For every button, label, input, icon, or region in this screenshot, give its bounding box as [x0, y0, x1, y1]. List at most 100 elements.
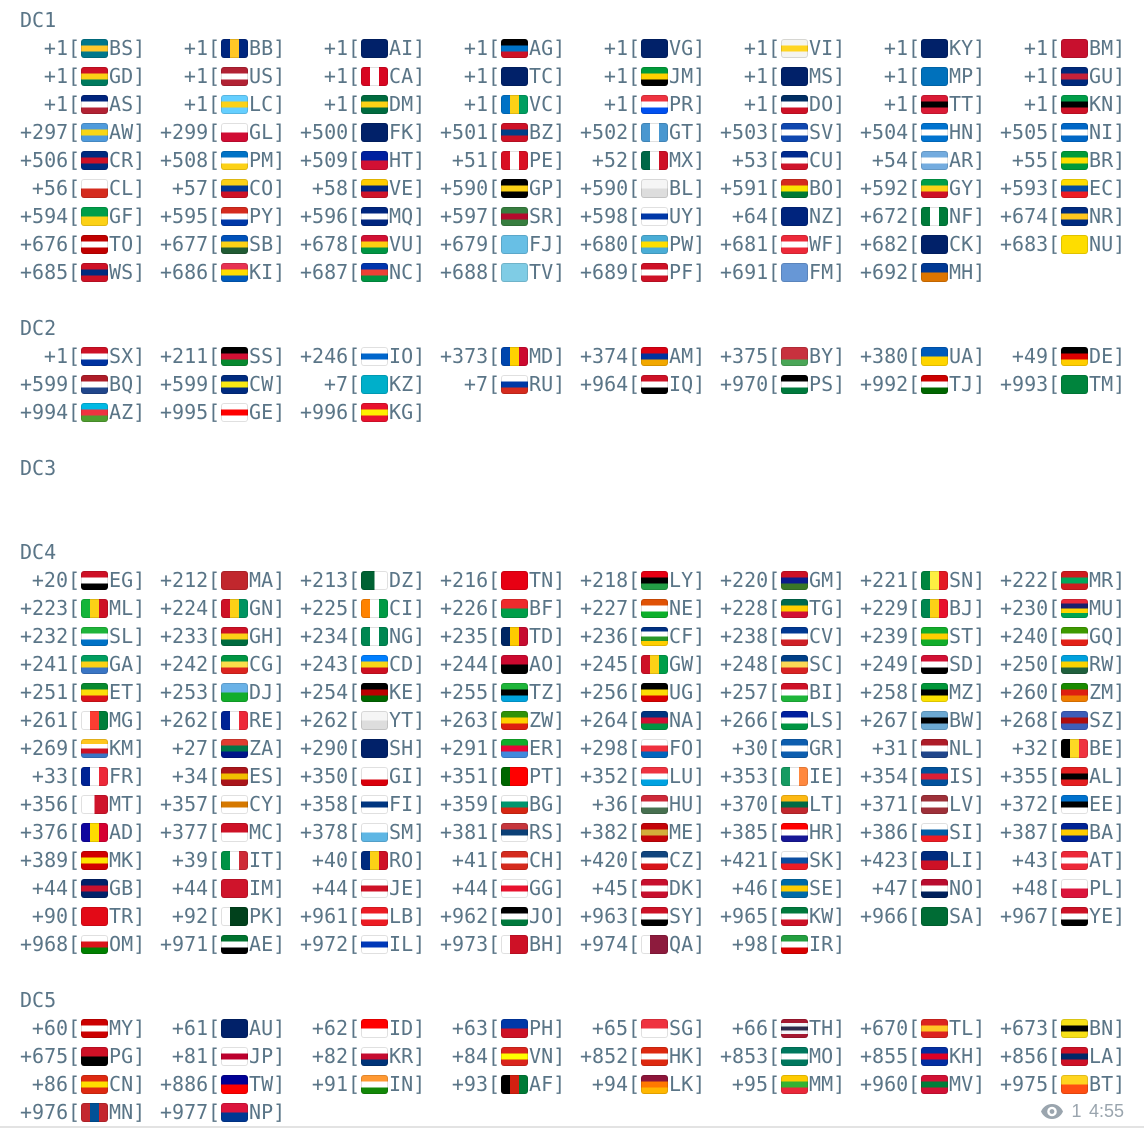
country-code: IN — [389, 1072, 414, 1096]
country-code: KM — [109, 736, 134, 760]
country-entry: +387[BA] — [1000, 818, 1140, 846]
country-entry: +298[FO] — [580, 734, 720, 762]
country-entry: +354[IS] — [860, 762, 1000, 790]
close-bracket: ] — [973, 1016, 986, 1040]
flag-icon-pg — [81, 1047, 109, 1066]
dial-code: +501 — [440, 120, 489, 144]
country-entry: +253[DJ] — [160, 678, 300, 706]
country-entry: +39[IT] — [160, 846, 300, 874]
flag-icon-cf — [641, 627, 669, 646]
country-entry: +44[JE] — [300, 874, 440, 902]
country-entry: +682[CK] — [860, 230, 1000, 258]
open-bracket: [ — [208, 736, 221, 760]
flag-icon-zw — [501, 711, 529, 730]
country-entry: +591[BO] — [720, 174, 860, 202]
country-entry: +502[GT] — [580, 118, 720, 146]
close-bracket: ] — [273, 400, 286, 424]
dial-code: +995 — [160, 400, 209, 424]
country-entry: +355[AL] — [1000, 762, 1140, 790]
open-bracket: [ — [628, 372, 641, 396]
close-bracket: ] — [693, 848, 706, 872]
open-bracket: [ — [208, 92, 221, 116]
open-bracket: [ — [628, 120, 641, 144]
close-bracket: ] — [553, 568, 566, 592]
country-code: GU — [1089, 64, 1114, 88]
dial-code: +692 — [860, 260, 909, 284]
country-entry: +212[MA] — [160, 566, 300, 594]
open-bracket: [ — [68, 736, 81, 760]
country-code: AU — [249, 1016, 274, 1040]
country-code: RW — [1089, 652, 1114, 676]
country-code: MV — [949, 1072, 974, 1096]
close-bracket: ] — [553, 148, 566, 172]
flag-icon-wf — [781, 235, 809, 254]
country-entry: +262[YT] — [300, 706, 440, 734]
dial-code: +590 — [440, 176, 489, 200]
open-bracket: [ — [348, 1044, 361, 1068]
country-code: EG — [109, 568, 134, 592]
country-code: MZ — [949, 680, 974, 704]
open-bracket: [ — [348, 904, 361, 928]
open-bracket: [ — [768, 680, 781, 704]
country-entry: +508[PM] — [160, 146, 300, 174]
country-code: ER — [529, 736, 554, 760]
close-bracket: ] — [133, 1072, 146, 1096]
open-bracket: [ — [768, 92, 781, 116]
close-bracket: ] — [1113, 820, 1126, 844]
dial-code: +94 — [591, 1072, 628, 1096]
open-bracket: [ — [908, 596, 921, 620]
flag-icon-al — [1061, 767, 1089, 786]
open-bracket: [ — [68, 64, 81, 88]
country-code: CL — [109, 176, 134, 200]
close-bracket: ] — [133, 148, 146, 172]
country-code: RO — [389, 848, 414, 872]
country-entry: +686[KI] — [160, 258, 300, 286]
dial-code: +371 — [860, 792, 909, 816]
country-code: SK — [809, 848, 834, 872]
dial-code: +420 — [580, 848, 629, 872]
open-bracket: [ — [628, 176, 641, 200]
close-bracket: ] — [133, 1016, 146, 1040]
flag-icon-cv — [781, 627, 809, 646]
country-code: SY — [669, 904, 694, 928]
country-entry: +351[PT] — [440, 762, 580, 790]
flag-icon-lb — [361, 907, 389, 926]
open-bracket: [ — [908, 680, 921, 704]
open-bracket: [ — [908, 372, 921, 396]
flag-icon-gm — [781, 571, 809, 590]
close-bracket: ] — [1113, 344, 1126, 368]
flag-icon-hk — [641, 1047, 669, 1066]
flag-icon-in — [361, 1075, 389, 1094]
close-bracket: ] — [973, 204, 986, 228]
flag-icon-sv — [781, 123, 809, 142]
country-entry: +594[GF] — [20, 202, 160, 230]
flag-icon-qa — [641, 935, 669, 954]
open-bracket: [ — [908, 736, 921, 760]
flag-icon-im — [221, 879, 249, 898]
close-bracket: ] — [973, 624, 986, 648]
dial-code: +39 — [171, 848, 208, 872]
country-entry: +359[BG] — [440, 790, 580, 818]
open-bracket: [ — [68, 792, 81, 816]
flag-icon-tv — [501, 263, 529, 282]
country-code: GR — [809, 736, 834, 760]
dial-code: +962 — [440, 904, 489, 928]
dial-code: +687 — [300, 260, 349, 284]
close-bracket: ] — [273, 1100, 286, 1124]
open-bracket: [ — [348, 148, 361, 172]
open-bracket: [ — [488, 652, 501, 676]
dial-code: +683 — [1000, 232, 1049, 256]
dial-code: +262 — [160, 708, 209, 732]
country-entry: +222[MR] — [1000, 566, 1140, 594]
dial-code: +387 — [1000, 820, 1049, 844]
open-bracket: [ — [908, 1044, 921, 1068]
open-bracket: [ — [628, 344, 641, 368]
dial-code: +974 — [580, 932, 629, 956]
country-code: JM — [669, 64, 694, 88]
close-bracket: ] — [833, 680, 846, 704]
flag-icon-fi — [361, 795, 389, 814]
country-code: VG — [669, 36, 694, 60]
country-code: GY — [949, 176, 974, 200]
flag-icon-np — [221, 1103, 249, 1122]
